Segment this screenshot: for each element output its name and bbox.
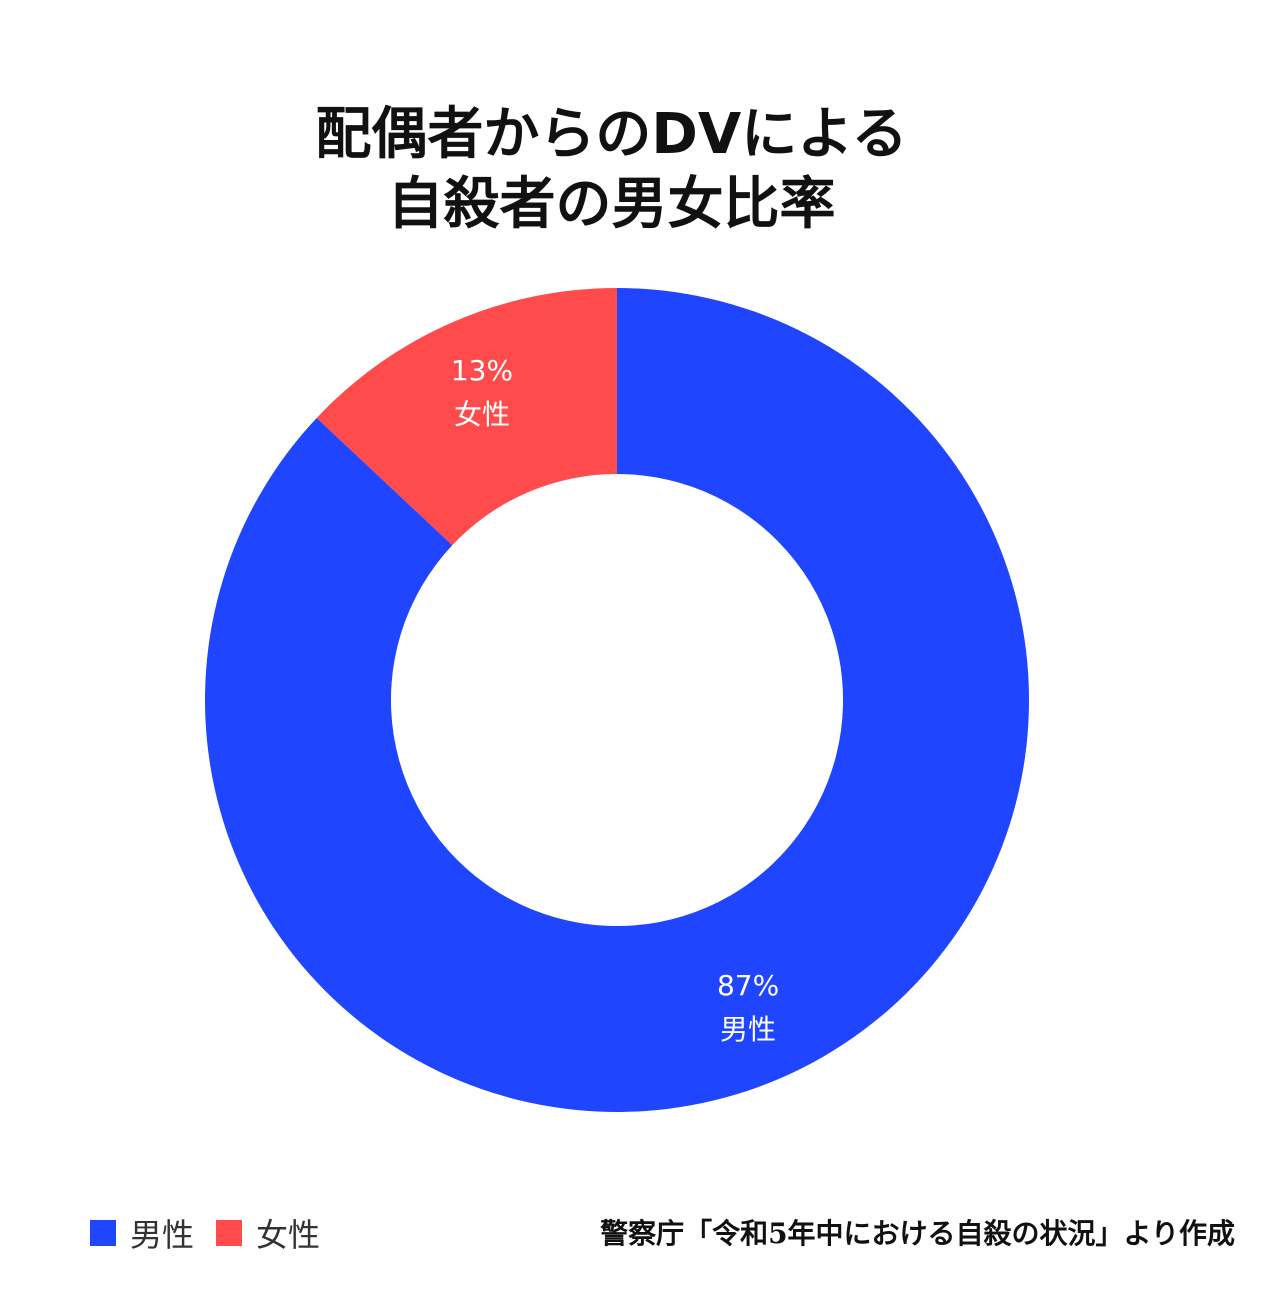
- slice-percent-label-female: 13%: [451, 354, 513, 387]
- chart-title-line-2: 自殺者の男女比率: [387, 172, 836, 237]
- legend-item-male: 男性: [90, 1210, 194, 1256]
- slice-percent-label-male: 87%: [717, 969, 779, 1002]
- legend-label-female: 女性: [256, 1216, 321, 1254]
- donut-slice-female: [316, 288, 617, 546]
- donut-inner-ring: [391, 474, 843, 926]
- source-note: 警察庁「令和5年中における自殺の状況」より作成: [600, 1217, 1235, 1250]
- legend-label-male: 男性: [130, 1216, 195, 1254]
- slice-name-label-female: 女性: [454, 398, 510, 431]
- chart-legend: 男性 女性: [90, 1210, 342, 1256]
- donut-hole: [413, 496, 821, 904]
- legend-swatch-female: [216, 1220, 243, 1246]
- donut-slice-male: [204, 288, 1029, 1112]
- legend-swatch-male: [90, 1220, 116, 1246]
- chart-title: 配偶者からのDVによる 自殺者の男女比率: [0, 100, 1223, 240]
- legend-item-female: 女性: [216, 1210, 320, 1256]
- slice-name-label-male: 男性: [720, 1013, 776, 1046]
- chart-title-line-1: 配偶者からのDVによる: [315, 102, 908, 167]
